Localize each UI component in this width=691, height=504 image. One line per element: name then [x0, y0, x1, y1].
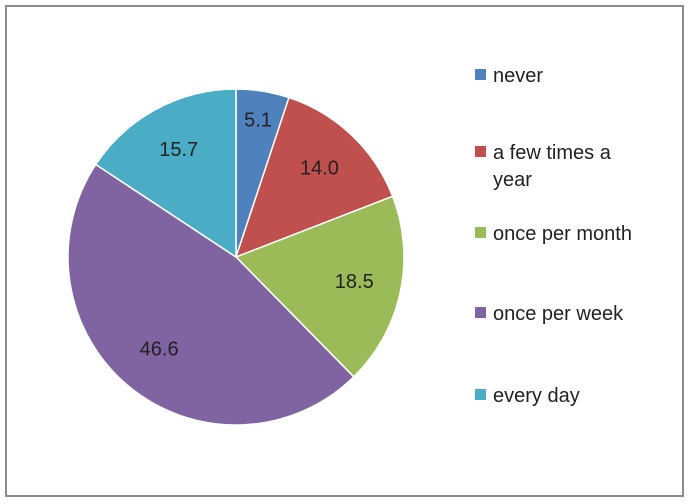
legend-item-every-day: every day	[475, 385, 580, 407]
legend-label-once-per-month: once per month	[493, 223, 632, 245]
legend-swatch-never	[475, 69, 486, 80]
legend: never a few times a year once per month once…	[475, 65, 632, 407]
legend-item-never: never	[475, 65, 543, 87]
legend-item-a-few-times-a-year: a few times a year	[475, 142, 612, 191]
legend-swatch-once-per-week	[475, 307, 486, 318]
legend-label-once-per-week: once per week	[493, 303, 624, 325]
legend-label-a-few-times-a-year: a few times a year	[493, 142, 612, 191]
legend-swatch-a-few-times-a-year	[475, 146, 486, 157]
pie-slice-every-day	[94, 88, 237, 259]
pie-slice-once-per-week	[67, 163, 355, 426]
pie-slice-a-few-times-a-year	[234, 96, 394, 259]
legend-label-never: never	[493, 65, 543, 87]
pie-data-labels: 5.1 14.0 18.5 46.6 15.7	[140, 109, 374, 360]
legend-item-once-per-week: once per week	[475, 303, 624, 325]
legend-swatch-once-per-month	[475, 227, 486, 238]
data-label-never: 5.1	[244, 109, 272, 131]
pie-slice-once-per-month	[234, 195, 405, 378]
legend-swatch-every-day	[475, 389, 486, 400]
data-label-every-day: 15.7	[159, 139, 198, 161]
legend-item-once-per-month: once per month	[475, 223, 632, 245]
legend-label-every-day: every day	[493, 385, 580, 407]
pie-slices	[67, 88, 405, 426]
data-label-once-per-week: 46.6	[140, 339, 179, 361]
data-label-once-per-month: 18.5	[335, 271, 374, 293]
data-label-a-few-times-a-year: 14.0	[300, 158, 339, 180]
